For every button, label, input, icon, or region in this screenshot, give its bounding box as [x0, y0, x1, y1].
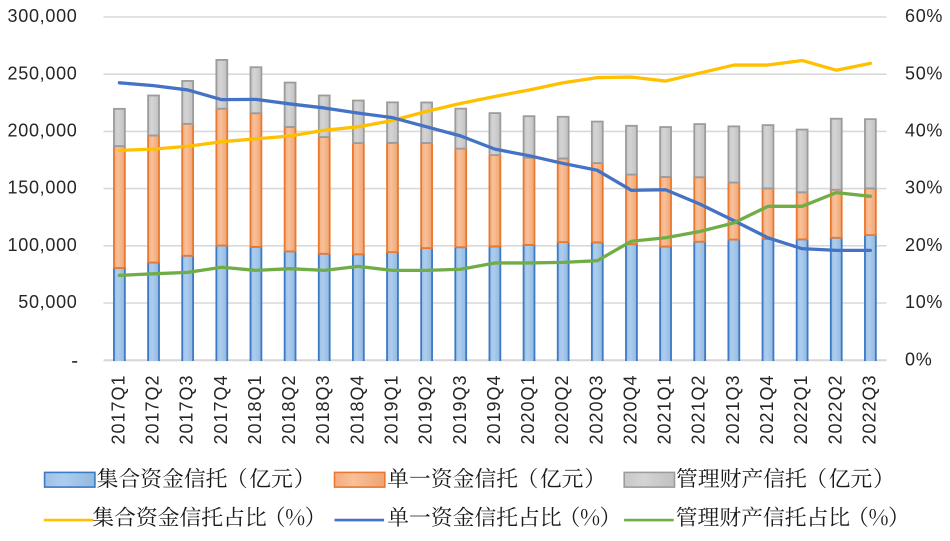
- svg-text:2018Q1: 2018Q1: [245, 374, 265, 444]
- svg-text:300,000: 300,000: [8, 6, 78, 26]
- svg-text:100,000: 100,000: [8, 235, 78, 255]
- svg-text:50,000: 50,000: [18, 292, 77, 312]
- svg-text:250,000: 250,000: [8, 63, 78, 83]
- svg-text:20%: 20%: [905, 235, 943, 255]
- svg-text:2020Q2: 2020Q2: [552, 374, 572, 444]
- svg-text:2021Q2: 2021Q2: [689, 374, 709, 444]
- svg-text:60%: 60%: [905, 6, 943, 26]
- svg-text:0%: 0%: [905, 349, 932, 369]
- svg-text:2018Q4: 2018Q4: [347, 374, 367, 444]
- svg-text:150,000: 150,000: [8, 178, 78, 198]
- svg-text:2018Q3: 2018Q3: [313, 374, 333, 444]
- svg-text:2017Q3: 2017Q3: [177, 374, 197, 444]
- svg-text:2019Q4: 2019Q4: [484, 374, 504, 444]
- svg-text:2019Q3: 2019Q3: [450, 374, 470, 444]
- svg-text:40%: 40%: [905, 121, 943, 141]
- svg-text:2019Q2: 2019Q2: [416, 374, 436, 444]
- svg-text:2022Q3: 2022Q3: [859, 374, 879, 444]
- svg-text:50%: 50%: [905, 63, 943, 83]
- svg-text:2022Q2: 2022Q2: [825, 374, 845, 444]
- svg-text:2019Q1: 2019Q1: [382, 374, 402, 444]
- svg-text:2017Q4: 2017Q4: [211, 374, 231, 444]
- svg-text:2017Q1: 2017Q1: [108, 374, 128, 444]
- svg-text:2020Q4: 2020Q4: [620, 374, 640, 444]
- svg-text:30%: 30%: [905, 178, 943, 198]
- svg-text:10%: 10%: [905, 292, 943, 312]
- svg-text:2017Q2: 2017Q2: [143, 374, 163, 444]
- svg-text:2021Q1: 2021Q1: [655, 374, 675, 444]
- svg-text:2022Q1: 2022Q1: [791, 374, 811, 444]
- svg-text:200,000: 200,000: [8, 121, 78, 141]
- svg-text:2021Q4: 2021Q4: [757, 374, 777, 444]
- svg-text:2021Q3: 2021Q3: [723, 374, 743, 444]
- svg-text:2020Q1: 2020Q1: [518, 374, 538, 444]
- svg-text:2018Q2: 2018Q2: [279, 374, 299, 444]
- svg-text:2020Q3: 2020Q3: [586, 374, 606, 444]
